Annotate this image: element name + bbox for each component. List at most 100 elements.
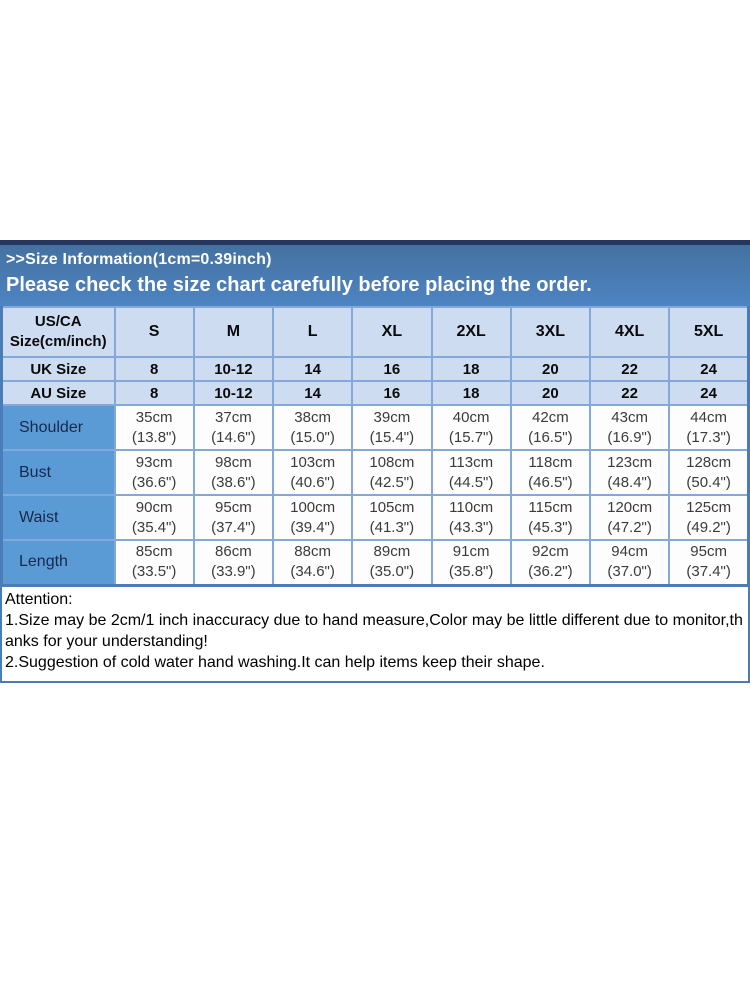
measurement-cm: 100cm xyxy=(290,498,336,516)
measurement-row: Shoulder 35cm (13.8") 37cm (14.6") 38cm (15.0"… xyxy=(0,404,750,451)
size-column-header: M xyxy=(192,306,275,358)
measurement-value: 125cm (49.2") xyxy=(668,494,750,541)
measurement-value: 85cm (33.5") xyxy=(113,539,195,586)
attention-section: Attention: 1.Size may be 2cm/1 inch inac… xyxy=(0,586,750,683)
measurement-inch: (33.5") xyxy=(131,563,177,581)
region-size-value: 24 xyxy=(668,356,750,382)
size-info-title: >>Size Information(1cm=0.39inch) xyxy=(6,251,272,268)
measurement-cm: 128cm xyxy=(686,453,732,471)
attention-item-2: 2.Suggestion of cold water hand washing.… xyxy=(5,653,545,671)
region-size-value: 24 xyxy=(668,380,750,406)
measurement-inch: (33.9") xyxy=(211,563,256,581)
measurement-inch: (16.5") xyxy=(528,428,573,446)
measurement-cm: 123cm xyxy=(607,453,653,471)
measurement-cm: 37cm xyxy=(215,408,252,426)
measurement-label: Length xyxy=(0,539,116,586)
measurement-inch: (15.4") xyxy=(369,428,415,446)
measurement-value: 94cm (37.0") xyxy=(588,539,671,586)
measurement-inch: (35.4") xyxy=(131,518,177,536)
measurement-value: 95cm (37.4") xyxy=(668,539,750,586)
size-column-header: 2XL xyxy=(430,306,512,358)
measurement-value: 98cm (38.6") xyxy=(192,449,275,496)
measurement-inch: (44.5") xyxy=(448,473,494,491)
attention-title: Attention: xyxy=(5,590,73,608)
corner-header-line: US/CA xyxy=(34,313,82,330)
measurement-inch: (36.2") xyxy=(528,563,573,581)
measurement-value: 40cm (15.7") xyxy=(430,404,512,451)
measurement-inch: (37.4") xyxy=(211,518,256,536)
measurement-inch: (35.0") xyxy=(369,563,415,581)
size-column-header: 5XL xyxy=(668,306,750,358)
region-size-value: 10-12 xyxy=(192,380,275,406)
measurement-value: 103cm (40.6") xyxy=(271,449,354,496)
region-size-value: 18 xyxy=(430,380,512,406)
corner-header-line: Size(cm/inch) xyxy=(9,333,107,350)
measurement-row: Length 85cm (33.5") 86cm (33.9") 88cm (34.6") 8… xyxy=(0,539,750,586)
measurement-cm: 98cm xyxy=(215,453,252,471)
measurement-value: 43cm (16.9") xyxy=(588,404,671,451)
measurement-cm: 108cm xyxy=(369,453,415,471)
banner: >>Size Information(1cm=0.39inch) Please … xyxy=(0,245,750,306)
measurement-value: 128cm (50.4") xyxy=(668,449,750,496)
measurement-value: 105cm (41.3") xyxy=(351,494,433,541)
measurement-inch: (39.4") xyxy=(290,518,335,536)
measurement-cm: 88cm xyxy=(294,543,331,561)
measurement-inch: (13.8") xyxy=(131,428,177,446)
region-size-value: 20 xyxy=(509,356,592,382)
measurement-cm: 39cm xyxy=(373,408,411,426)
region-size-value: 22 xyxy=(588,356,671,382)
measurement-cm: 103cm xyxy=(290,453,336,471)
measurement-inch: (46.5") xyxy=(528,473,573,491)
measurement-row: Bust 93cm (36.6") 98cm (38.6") 103cm (40.6") 10… xyxy=(0,449,750,496)
measurement-inch: (50.4") xyxy=(686,473,731,491)
measurement-value: 93cm (36.6") xyxy=(113,449,195,496)
size-column-header: 4XL xyxy=(588,306,671,358)
measurement-inch: (45.3") xyxy=(528,518,573,536)
measurement-inch: (40.6") xyxy=(290,473,335,491)
measurement-value: 118cm (46.5") xyxy=(509,449,592,496)
measurement-cm: 125cm xyxy=(686,498,732,516)
measurement-cm: 40cm xyxy=(452,408,490,426)
region-size-value: 14 xyxy=(271,380,354,406)
measurement-cm: 113cm xyxy=(449,453,494,471)
measurement-inch: (37.0") xyxy=(607,563,652,581)
measurement-inch: (43.3") xyxy=(448,518,494,536)
region-size-value: 20 xyxy=(509,380,592,406)
measurement-value: 100cm (39.4") xyxy=(271,494,354,541)
measurement-inch: (34.6") xyxy=(290,563,335,581)
measurement-value: 37cm (14.6") xyxy=(192,404,275,451)
measurement-value: 95cm (37.4") xyxy=(192,494,275,541)
measurement-cm: 44cm xyxy=(690,408,727,426)
measurement-cm: 92cm xyxy=(532,543,569,561)
measurement-label: Shoulder xyxy=(0,404,116,451)
measurement-value: 35cm (13.8") xyxy=(113,404,195,451)
region-size-value: 16 xyxy=(351,380,433,406)
size-column-header: L xyxy=(271,306,354,358)
attention-item-1: 1.Size may be 2cm/1 inch inaccuracy due … xyxy=(5,611,743,650)
measurement-value: 123cm (48.4") xyxy=(588,449,671,496)
measurement-cm: 95cm xyxy=(215,498,252,516)
measurement-cm: 43cm xyxy=(611,408,648,426)
measurement-cm: 90cm xyxy=(135,498,173,516)
region-size-row: UK Size 8 10-12 14 16 18 20 22 24 xyxy=(0,356,750,382)
measurement-label: Bust xyxy=(0,449,116,496)
measurement-cm: 95cm xyxy=(690,543,727,561)
size-table: US/CA Size(cm/inch) S M L XL 2XL 3XL 4XL 5XL UK S… xyxy=(0,306,750,587)
measurement-cm: 85cm xyxy=(135,543,173,561)
region-size-value: 8 xyxy=(113,380,195,406)
size-column-header: 3XL xyxy=(509,306,592,358)
measurement-inch: (17.3") xyxy=(686,428,731,446)
measurement-cm: 93cm xyxy=(135,453,173,471)
measurement-inch: (42.5") xyxy=(369,473,415,491)
measurement-inch: (37.4") xyxy=(686,563,731,581)
size-check-notice: Please check the size chart carefully be… xyxy=(6,274,592,296)
measurement-cm: 42cm xyxy=(532,408,569,426)
measurement-cm: 105cm xyxy=(369,498,415,516)
measurement-cm: 115cm xyxy=(528,498,573,516)
measurement-inch: (35.8") xyxy=(448,563,494,581)
measurement-value: 39cm (15.4") xyxy=(351,404,433,451)
size-column-header: XL xyxy=(351,306,433,358)
measurement-cm: 38cm xyxy=(294,408,331,426)
measurement-value: 110cm (43.3") xyxy=(430,494,512,541)
measurement-row: Waist 90cm (35.4") 95cm (37.4") 100cm (39.4") 1… xyxy=(0,494,750,541)
